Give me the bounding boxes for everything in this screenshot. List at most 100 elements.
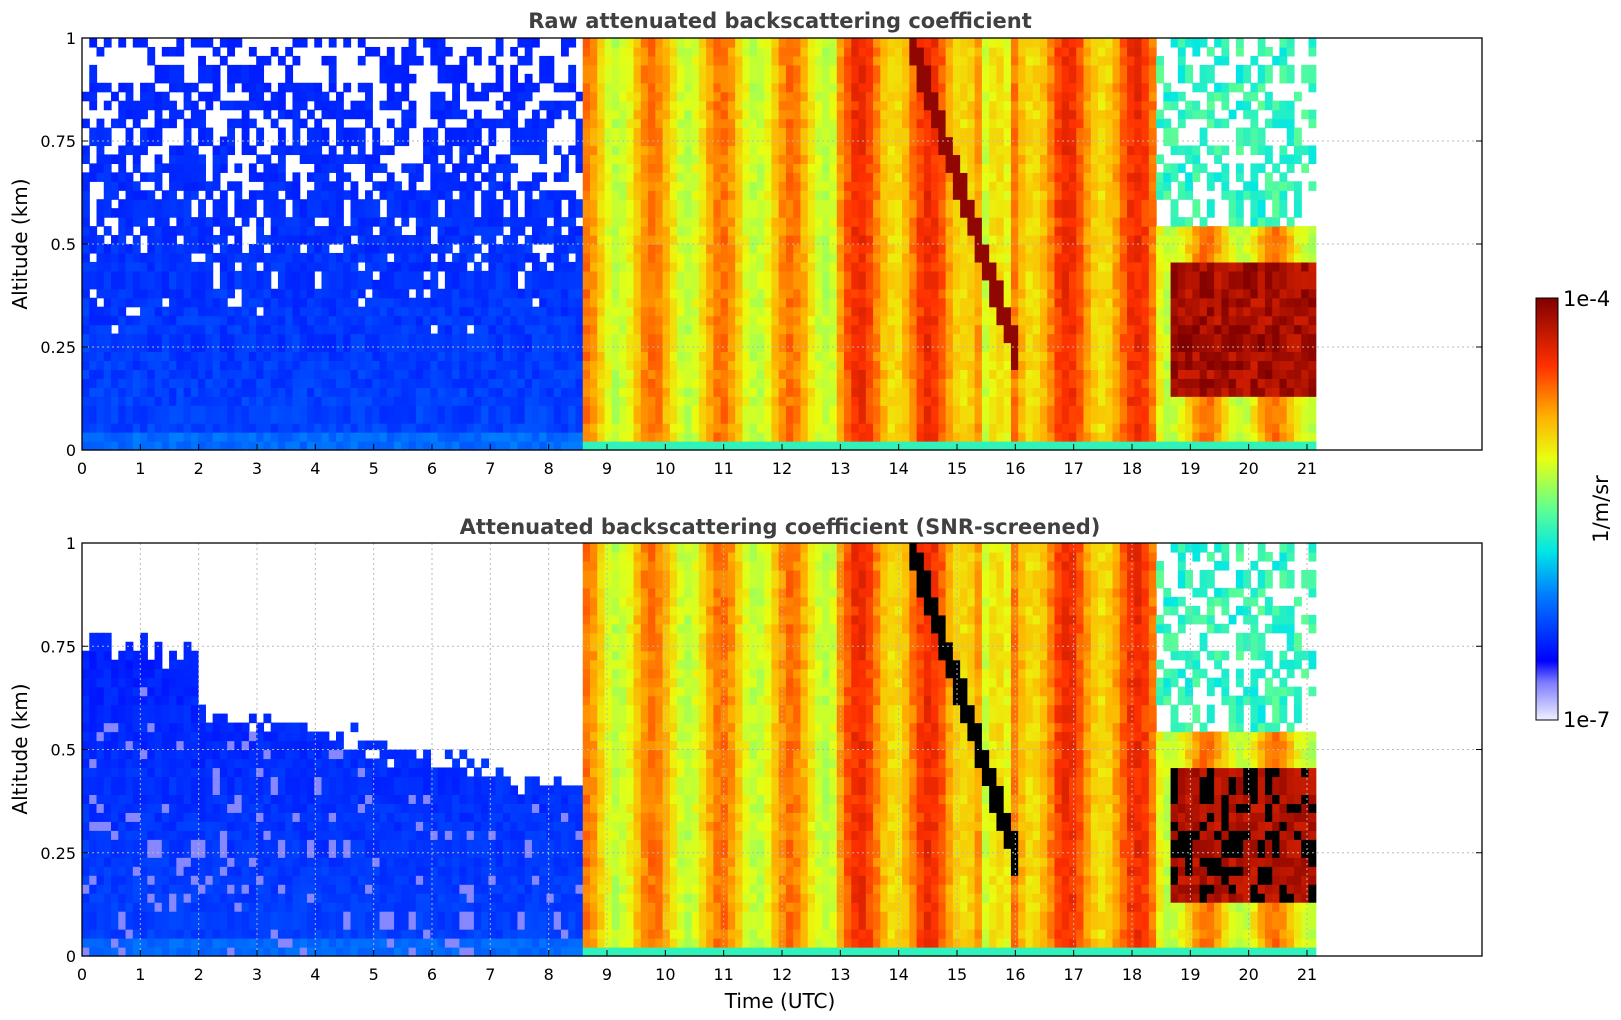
heatmap-cell	[756, 342, 765, 353]
heatmap-cell	[597, 441, 606, 451]
heatmap-cell	[807, 270, 816, 281]
heatmap-cell	[234, 190, 243, 200]
heatmap-cell	[372, 432, 381, 442]
heatmap-cell	[669, 369, 678, 379]
heatmap-cell	[488, 405, 497, 415]
heatmap-cell	[502, 351, 511, 362]
heatmap-cell	[256, 127, 265, 138]
heatmap-cell	[749, 163, 758, 173]
heatmap-cell	[597, 154, 606, 164]
heatmap-cell	[546, 441, 555, 451]
heatmap-cell	[648, 145, 656, 156]
heatmap-cell	[974, 279, 983, 290]
heatmap-cell	[241, 405, 250, 415]
heatmap-cell	[902, 432, 910, 442]
heatmap-cell	[713, 324, 722, 335]
heatmap-cell	[401, 46, 410, 57]
heatmap-cell	[546, 414, 555, 424]
heatmap-cell	[227, 118, 236, 129]
heatmap-cell	[357, 324, 366, 335]
heatmap-cell	[844, 369, 852, 379]
heatmap-cell	[633, 423, 642, 433]
heatmap-cell	[822, 333, 831, 344]
heatmap-cell	[241, 387, 250, 397]
heatmap-cell	[902, 127, 910, 138]
heatmap-cell	[858, 226, 867, 236]
heatmap-cell	[111, 208, 119, 218]
heatmap-cell	[125, 432, 134, 442]
heatmap-cell	[604, 127, 613, 138]
heatmap-cell	[858, 172, 867, 182]
heatmap-cell	[619, 414, 627, 424]
heatmap-cell	[916, 405, 925, 415]
heatmap-cell	[510, 351, 519, 362]
heatmap-cell	[764, 387, 773, 397]
heatmap-cell	[263, 306, 272, 317]
heatmap-cell	[510, 405, 519, 415]
heatmap-cell	[306, 369, 315, 379]
heatmap-cell	[510, 244, 519, 254]
heatmap-cell	[822, 55, 831, 66]
heatmap-cell	[597, 414, 606, 424]
heatmap-cell	[865, 261, 874, 272]
heatmap-cell	[96, 270, 105, 281]
heatmap-cell	[604, 109, 613, 120]
heatmap-cell	[648, 217, 656, 227]
heatmap-cell	[764, 414, 773, 424]
heatmap-cell	[894, 288, 903, 299]
heatmap-cell	[923, 118, 932, 129]
heatmap-cell	[597, 306, 606, 317]
heatmap-cell	[916, 261, 925, 272]
heatmap-cell	[720, 279, 729, 290]
heatmap-cell	[314, 423, 323, 433]
heatmap-cell	[590, 109, 598, 120]
heatmap-cell	[706, 261, 714, 272]
heatmap-cell	[640, 154, 649, 164]
heatmap-cell	[437, 235, 446, 245]
heatmap-cell	[183, 199, 192, 209]
heatmap-cell	[844, 82, 852, 93]
heatmap-cell	[807, 441, 816, 451]
heatmap-cell	[147, 306, 156, 317]
heatmap-cell	[531, 118, 540, 129]
heatmap-cell	[655, 297, 664, 308]
heatmap-cell	[415, 360, 424, 370]
heatmap-cell	[517, 297, 526, 308]
heatmap-cell	[836, 190, 845, 200]
heatmap-cell	[248, 378, 257, 388]
heatmap-cell	[822, 145, 831, 156]
heatmap-cell	[655, 163, 664, 173]
heatmap-cell	[147, 342, 156, 353]
heatmap-cell	[967, 199, 976, 209]
heatmap-cell	[814, 91, 823, 102]
heatmap-cell	[386, 369, 395, 379]
heatmap-cell	[510, 261, 519, 272]
heatmap-cell	[952, 145, 961, 156]
heatmap-cell	[597, 387, 606, 397]
heatmap-cell	[945, 127, 954, 138]
heatmap-cell	[764, 127, 773, 138]
heatmap-cell	[894, 324, 903, 335]
heatmap-cell	[793, 199, 802, 209]
heatmap-cell	[793, 38, 802, 48]
heatmap-cell	[764, 396, 773, 406]
heatmap-cell	[626, 441, 635, 451]
heatmap-cell	[423, 235, 431, 245]
heatmap-cell	[749, 190, 758, 200]
heatmap-cell	[524, 387, 533, 397]
heatmap-cell	[423, 414, 431, 424]
heatmap-cell	[306, 288, 315, 299]
heatmap-cell	[720, 226, 729, 236]
heatmap-cell	[611, 405, 620, 415]
heatmap-cell	[481, 441, 490, 451]
heatmap-cell	[873, 315, 881, 326]
heatmap-cell	[822, 432, 831, 442]
heatmap-cell	[292, 235, 301, 245]
heatmap-cell	[662, 315, 671, 326]
heatmap-cell	[154, 64, 163, 75]
heatmap-cell	[198, 244, 206, 254]
heatmap-cell	[553, 306, 562, 317]
heatmap-cell	[633, 369, 642, 379]
heatmap-cell	[669, 261, 678, 272]
heatmap-cell	[814, 100, 823, 111]
